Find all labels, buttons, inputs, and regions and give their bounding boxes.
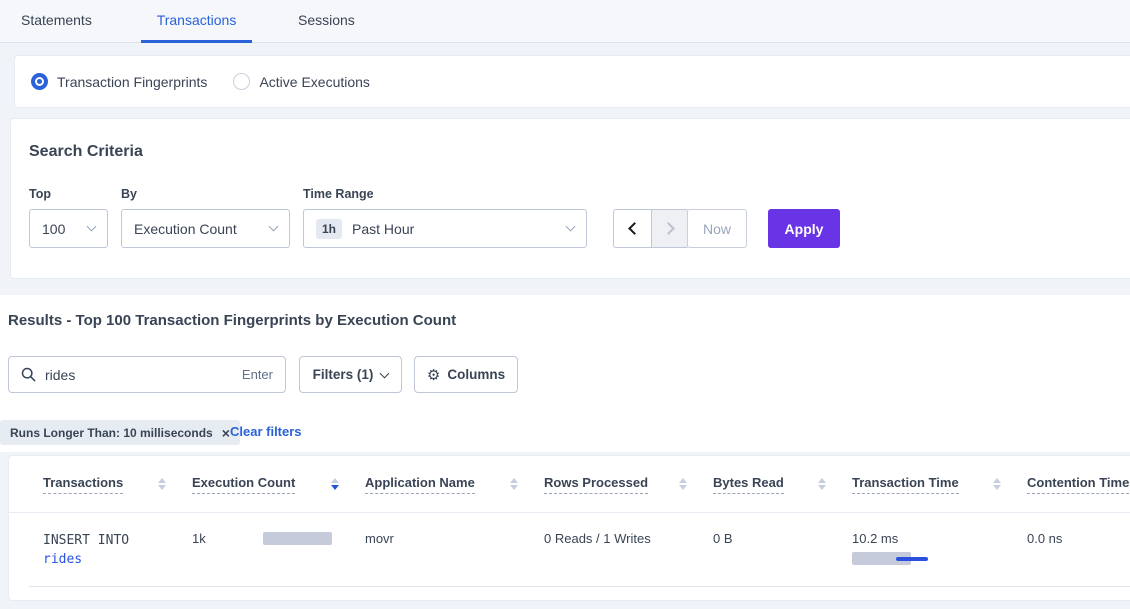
top-select-value: 100 [42, 220, 66, 237]
search-criteria-card: Search Criteria Top 100 By Execution Cou… [10, 118, 1130, 279]
chevron-down-icon [379, 368, 390, 378]
columns-button-label: Columns [447, 367, 506, 382]
statement-keyword: INSERT INTO [43, 533, 130, 548]
column-label: Rows Processed [544, 475, 649, 494]
column-label: Application Name [365, 475, 475, 494]
search-criteria-title: Search Criteria [29, 143, 143, 160]
execution-count-bar [263, 532, 332, 545]
tab-statements[interactable]: Statements [21, 12, 92, 28]
results-section: Results - Top 100 Transaction Fingerprin… [0, 295, 1130, 452]
application-name-cell: movr [365, 531, 394, 546]
tab-sessions[interactable]: Sessions [298, 12, 355, 28]
bytes-read-cell: 0 B [713, 531, 733, 546]
chevron-down-icon [268, 221, 279, 232]
search-input[interactable] [45, 366, 242, 383]
transaction-time-bar-chart [852, 552, 942, 566]
sort-desc-icon[interactable] [331, 478, 339, 490]
close-icon[interactable]: × [221, 424, 230, 441]
radio-active-executions[interactable]: Active Executions [233, 73, 370, 90]
apply-button[interactable]: Apply [768, 209, 840, 248]
transaction-time-stddev-line [896, 557, 928, 561]
sort-icon[interactable] [679, 478, 687, 490]
radio-selected-icon [31, 73, 48, 90]
results-table-card: Transactions Execution Count Application… [8, 455, 1130, 601]
chevron-down-icon [565, 221, 576, 232]
row-divider [29, 586, 1130, 587]
by-select-value: Execution Count [134, 220, 237, 237]
top-label: Top [29, 187, 51, 201]
clear-filters-link[interactable]: Clear filters [230, 424, 302, 439]
search-icon [21, 367, 36, 382]
column-header-rows-processed[interactable]: Rows Processed [544, 475, 713, 494]
column-header-application-name[interactable]: Application Name [365, 475, 544, 494]
column-header-contention-time[interactable]: Contention Time [1027, 475, 1130, 494]
page-tabbar: Statements Transactions Sessions [0, 0, 1130, 43]
column-label: Bytes Read [713, 475, 784, 494]
table-row: INSERT INTO rides 1k movr 0 Reads / 1 Wr… [9, 513, 1130, 586]
tab-transactions[interactable]: Transactions [141, 0, 252, 43]
chevron-left-icon [627, 222, 641, 235]
now-button[interactable]: Now [687, 209, 747, 248]
column-header-transactions[interactable]: Transactions [43, 475, 192, 494]
radio-unselected-icon [233, 73, 251, 90]
sort-icon[interactable] [510, 478, 518, 490]
time-range-pager [613, 209, 689, 248]
transaction-time-value: 10.2 ms [852, 531, 899, 546]
radio-label: Active Executions [259, 73, 370, 90]
time-range-label: Time Range [303, 187, 374, 201]
enter-hint: Enter [241, 367, 273, 382]
column-header-transaction-time[interactable]: Transaction Time [852, 475, 1027, 494]
contention-time-cell: 0.0 ns [1027, 531, 1063, 546]
execution-count-cell: 1k [192, 531, 365, 546]
radio-label: Transaction Fingerprints [57, 73, 208, 90]
columns-button[interactable]: ⚙ Columns [414, 356, 518, 393]
time-range-value: Past Hour [352, 220, 415, 237]
top-select[interactable]: 100 [29, 209, 108, 248]
active-filter-chip-label: Runs Longer Than: 10 milliseconds [10, 425, 213, 440]
active-filter-chip: Runs Longer Than: 10 milliseconds × [0, 420, 240, 445]
radio-transaction-fingerprints[interactable]: Transaction Fingerprints [31, 73, 207, 90]
column-label: Contention Time [1027, 475, 1130, 494]
column-label: Transaction Time [852, 475, 959, 494]
gear-icon: ⚙ [426, 366, 441, 384]
column-header-execution-count[interactable]: Execution Count [192, 475, 365, 494]
rows-processed-cell: 0 Reads / 1 Writes [544, 531, 651, 546]
sort-icon[interactable] [818, 478, 826, 490]
results-title: Results - Top 100 Transaction Fingerprin… [8, 312, 457, 329]
fingerprint-search-box[interactable]: Enter [8, 356, 286, 393]
transaction-time-cell: 10.2 ms [852, 531, 1027, 566]
time-range-select[interactable]: 1h Past Hour [303, 209, 587, 248]
column-label: Transactions [43, 475, 124, 494]
view-mode-strip: Transaction Fingerprints Active Executio… [14, 55, 1130, 108]
filters-button-label: Filters (1) [312, 367, 374, 382]
column-label: Execution Count [192, 475, 296, 494]
column-header-bytes-read[interactable]: Bytes Read [713, 475, 852, 494]
time-range-badge: 1h [316, 218, 343, 239]
next-time-range-button[interactable] [651, 209, 689, 248]
by-select[interactable]: Execution Count [121, 209, 290, 248]
execution-count-value: 1k [192, 531, 206, 546]
transaction-fingerprint-cell: INSERT INTO rides [43, 531, 192, 569]
previous-time-range-button[interactable] [613, 209, 651, 248]
sort-icon[interactable] [993, 478, 1001, 490]
chevron-right-icon [662, 222, 675, 235]
table-header-row: Transactions Execution Count Application… [9, 456, 1130, 513]
filters-button[interactable]: Filters (1) [299, 356, 402, 393]
by-label: By [121, 187, 137, 201]
chevron-down-icon [86, 221, 97, 232]
transaction-time-bar [852, 552, 911, 565]
sort-icon[interactable] [158, 478, 166, 490]
transaction-link[interactable]: rides [43, 552, 83, 567]
